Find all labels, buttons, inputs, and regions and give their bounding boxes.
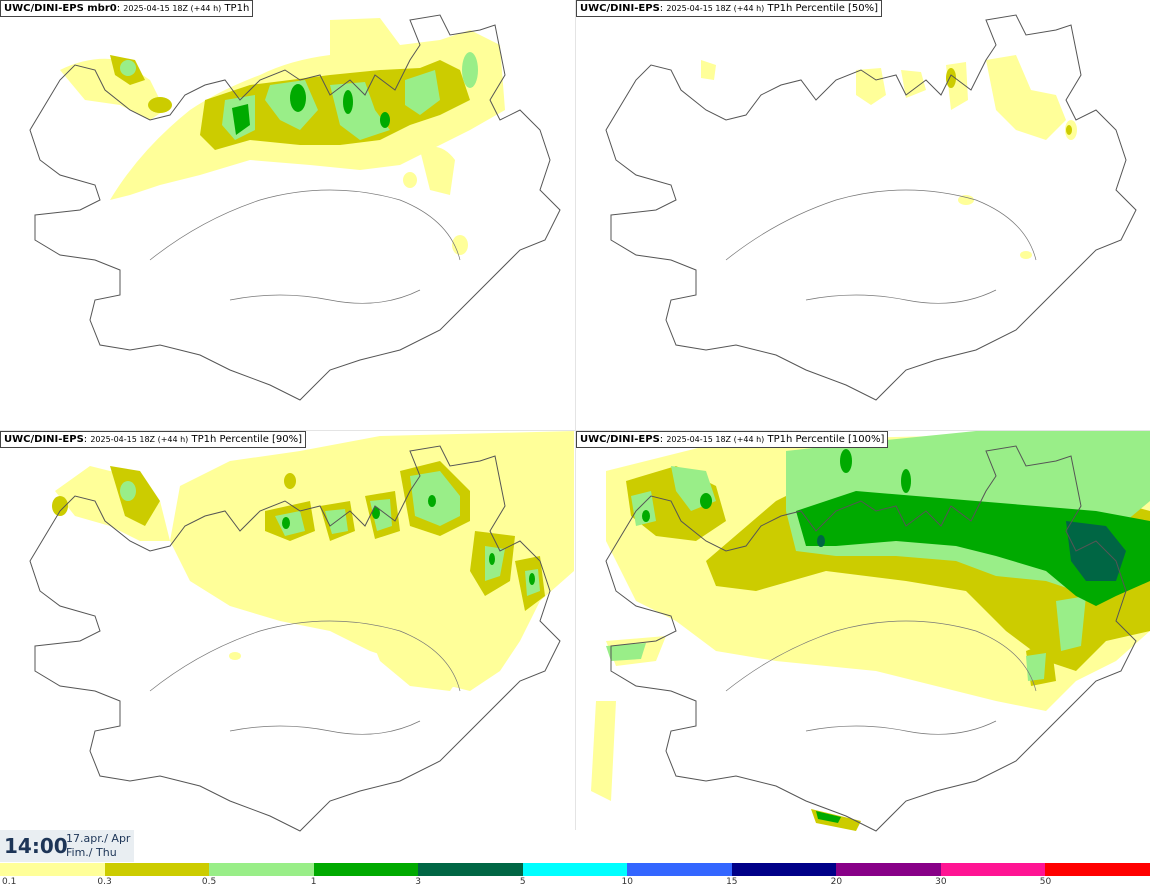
colorbar-segment (940, 863, 1046, 876)
colorbar-label: 10 (621, 877, 633, 887)
run-time: 2025-04-15 18Z (+44 h) (90, 435, 189, 444)
field-name: TP1h Percentile [90%] (191, 434, 303, 445)
field-name: TP1h (224, 3, 250, 14)
map-panel-p90: UWC/DINI-EPS: 2025-04-15 18Z (+44 h) TP1… (0, 431, 574, 846)
map-panel-p100: UWC/DINI-EPS: 2025-04-15 18Z (+44 h) TP1… (576, 431, 1150, 846)
panel-title-p90: UWC/DINI-EPS: 2025-04-15 18Z (+44 h) TP1… (0, 431, 307, 448)
colorbar-segment (836, 863, 941, 876)
colorbar-label: 3 (415, 877, 422, 887)
precipitation-map-mbr0 (29, 14, 561, 401)
colorbar-segment (522, 863, 628, 876)
field-name: TP1h Percentile [100%] (767, 434, 885, 445)
colorbar-segment (313, 863, 419, 876)
model-name: UWC/DINI-EPS mbr0 (4, 3, 117, 14)
valid-date-line2: Fim./ Thu (66, 846, 117, 859)
colorbar-label: 50 (1039, 877, 1052, 887)
colorbar-label: 30 (935, 877, 947, 887)
colorbar-segment (1045, 863, 1150, 876)
colorbar-segment (0, 863, 105, 876)
model-name: UWC/DINI-EPS (4, 434, 84, 445)
map-panel-p50: UWC/DINI-EPS: 2025-04-15 18Z (+44 h) TP1… (576, 0, 1150, 415)
colorbar-label: 5 (519, 877, 526, 887)
map-panel-mbr0: UWC/DINI-EPS mbr0: 2025-04-15 18Z (+44 h… (0, 0, 574, 415)
colorbar-label: 0.5 (201, 877, 217, 887)
panel-title-mbr0: UWC/DINI-EPS mbr0: 2025-04-15 18Z (+44 h… (0, 0, 254, 17)
valid-date-line1: 17.apr./ Apr (66, 832, 131, 845)
colorbar-segment (731, 863, 837, 876)
valid-time: 14:00 (4, 834, 68, 858)
precipitation-map-p90 (29, 431, 574, 832)
horizontal-divider (0, 430, 1150, 431)
colorbar-label: 15 (726, 877, 738, 887)
colorbar-segment (627, 863, 732, 876)
colorbar-segment (209, 863, 314, 876)
colorbar (0, 863, 1150, 876)
colorbar-segment (418, 863, 523, 876)
precipitation-map-p100 (591, 431, 1150, 832)
model-name: UWC/DINI-EPS (580, 434, 660, 445)
run-time: 2025-04-15 18Z (+44 h) (666, 4, 765, 13)
panel-title-p50: UWC/DINI-EPS: 2025-04-15 18Z (+44 h) TP1… (576, 0, 883, 17)
colorbar-label: 0.1 (2, 877, 17, 887)
colorbar-label: 1 (310, 877, 317, 887)
colorbar-segment (104, 863, 210, 876)
colorbar-label: 0.3 (97, 877, 112, 887)
precipitation-map-p50 (605, 14, 1137, 401)
colorbar-label: 20 (830, 877, 843, 887)
valid-time-box: 14:00 17.apr./ Apr Fim./ Thu (0, 830, 134, 862)
panel-title-p100: UWC/DINI-EPS: 2025-04-15 18Z (+44 h) TP1… (576, 431, 889, 448)
model-name: UWC/DINI-EPS (580, 3, 660, 14)
vertical-divider (575, 0, 576, 830)
colorbar-labels: 0.1 0.3 0.5 1 3 5 10 15 20 30 50 (0, 877, 1150, 889)
run-time: 2025-04-15 18Z (+44 h) (123, 4, 222, 13)
run-time: 2025-04-15 18Z (+44 h) (666, 435, 765, 444)
field-name: TP1h Percentile [50%] (767, 3, 879, 14)
